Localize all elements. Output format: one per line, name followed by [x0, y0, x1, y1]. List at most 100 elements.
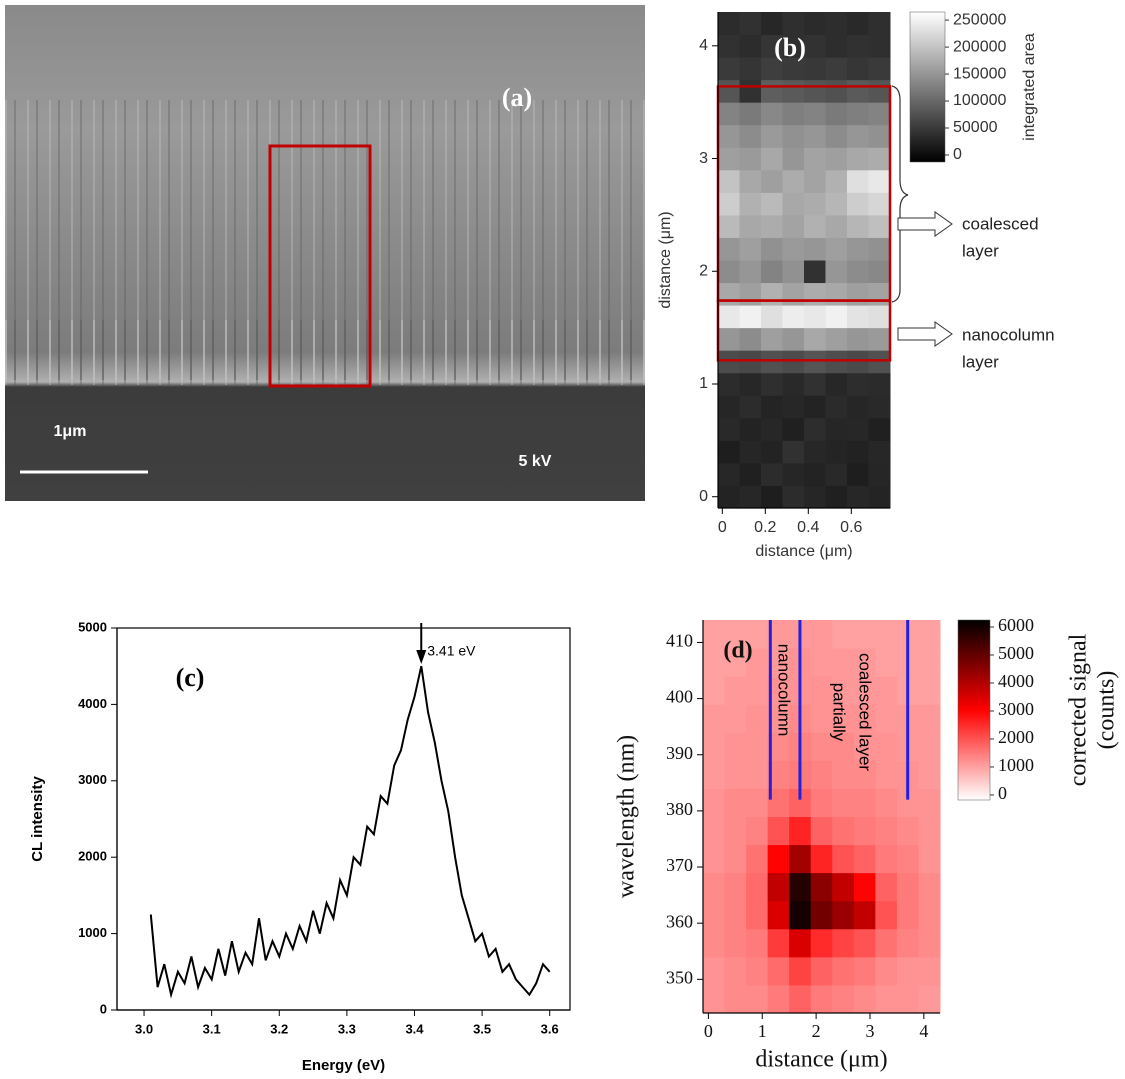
heatmap-cell: [875, 928, 898, 958]
y-tick-label: 3000: [78, 772, 107, 787]
x-tick-label: 3.6: [541, 1021, 559, 1036]
heatmap-cell: [868, 169, 891, 193]
x-tick-label: 3.3: [338, 1021, 356, 1036]
heatmap-cell: [868, 12, 891, 36]
heatmap-cell: [804, 395, 826, 419]
heatmap-cell: [804, 440, 826, 464]
heatmap-cell: [746, 788, 769, 817]
heatmap-cell: [804, 124, 826, 148]
heatmap-cell: [918, 788, 941, 817]
heatmap-cell: [875, 816, 898, 846]
heatmap-cell: [739, 372, 762, 396]
colorbar-tick-label: 0: [953, 146, 962, 163]
heatmap-cell: [853, 984, 876, 1014]
heatmap-cell: [853, 900, 876, 930]
heatmap-cell: [746, 732, 769, 761]
colorbar-tick-label: 200000: [953, 38, 1006, 55]
heatmap-cell: [746, 956, 769, 986]
heatmap-cell: [718, 147, 740, 171]
y-tick-label: 1000: [78, 925, 107, 940]
panel-label: (d): [723, 638, 752, 664]
heatmap-cell: [718, 169, 740, 193]
annotation: partially: [830, 683, 849, 742]
arrow: [897, 211, 953, 237]
heatmap-cell: [832, 928, 855, 958]
heatmap-cell: [767, 760, 790, 789]
heatmap-cell: [739, 79, 762, 103]
heatmap-cell: [847, 305, 869, 329]
scale-bar-label: 1μm: [54, 423, 87, 440]
heatmap-cell: [825, 102, 848, 126]
heatmap-cell: [739, 260, 762, 284]
y-tick-label: 2000: [78, 849, 107, 864]
heatmap-cell: [853, 956, 876, 986]
x-tick-label: 3: [865, 1021, 874, 1041]
heatmap-cell: [804, 462, 826, 486]
heatmap-cell: [739, 57, 762, 81]
colorbar-label: (counts): [1094, 671, 1120, 750]
heatmap-cell: [868, 147, 891, 171]
heatmap-cell: [875, 676, 898, 705]
heatmap-cell: [739, 350, 762, 374]
heatmap-cell: [810, 956, 833, 986]
heatmap-cell: [703, 676, 726, 705]
heatmap-cell: [918, 956, 941, 986]
heatmap-cell: [896, 844, 919, 874]
heatmap-cell: [782, 34, 805, 58]
annotation-arrowhead: [416, 650, 427, 664]
heatmap-cell: [724, 760, 747, 789]
heatmap-cell: [739, 237, 762, 261]
y-tick-label: 380: [666, 799, 693, 819]
heatmap-cell: [918, 872, 941, 902]
heatmap-cell: [724, 816, 747, 846]
colorbar-tick-label: 50000: [953, 119, 998, 136]
heatmap-cell: [718, 440, 740, 464]
heatmap-cell: [918, 648, 941, 677]
heatmap-cell: [918, 928, 941, 958]
heatmap-cell: [810, 872, 833, 902]
heatmap-cell: [825, 327, 848, 351]
heatmap-cell: [804, 79, 826, 103]
heatmap-cell: [739, 192, 762, 216]
heatmap-cell: [739, 169, 762, 193]
heatmap-cell: [825, 79, 848, 103]
colorbar-tick-label: 4000: [998, 671, 1034, 691]
heatmap-cell: [761, 462, 783, 486]
heatmap-cell: [739, 124, 762, 148]
heatmap-cell: [875, 620, 898, 649]
heatmap-cell: [746, 984, 769, 1014]
heatmap-cell: [875, 984, 898, 1014]
sem-nanocolumns: [5, 320, 645, 380]
x-axis-label: Energy (eV): [302, 1057, 385, 1074]
heatmap-cell: [804, 57, 826, 81]
heatmap-cell: [847, 79, 869, 103]
heatmap-cell: [832, 872, 855, 902]
heatmap-cell: [789, 928, 812, 958]
heatmap-cell: [875, 788, 898, 817]
heatmap-cell: [761, 485, 783, 509]
heatmap-cell: [853, 704, 876, 733]
heatmap-cell: [782, 350, 805, 374]
heatmap-cell: [868, 214, 891, 238]
heatmap-cell: [761, 282, 783, 306]
heatmap-cell: [875, 648, 898, 677]
heatmap-cell: [868, 305, 891, 329]
heatmap-cell: [896, 872, 919, 902]
heatmap-cell: [782, 57, 805, 81]
heatmap-cell: [825, 350, 848, 374]
heatmap-cell: [746, 900, 769, 930]
heatmap-cell: [718, 485, 740, 509]
heatmap-cell: [825, 462, 848, 486]
heatmap-cell: [918, 984, 941, 1014]
voltage-label: 5 kV: [519, 453, 552, 470]
heatmap-cell: [782, 214, 805, 238]
heatmap-cell: [767, 872, 790, 902]
heatmap-cell: [767, 620, 790, 649]
heatmap-cell: [804, 372, 826, 396]
heatmap-cell: [782, 485, 805, 509]
heatmap-cell: [918, 760, 941, 789]
heatmap-cell: [761, 372, 783, 396]
heatmap-cell: [746, 704, 769, 733]
